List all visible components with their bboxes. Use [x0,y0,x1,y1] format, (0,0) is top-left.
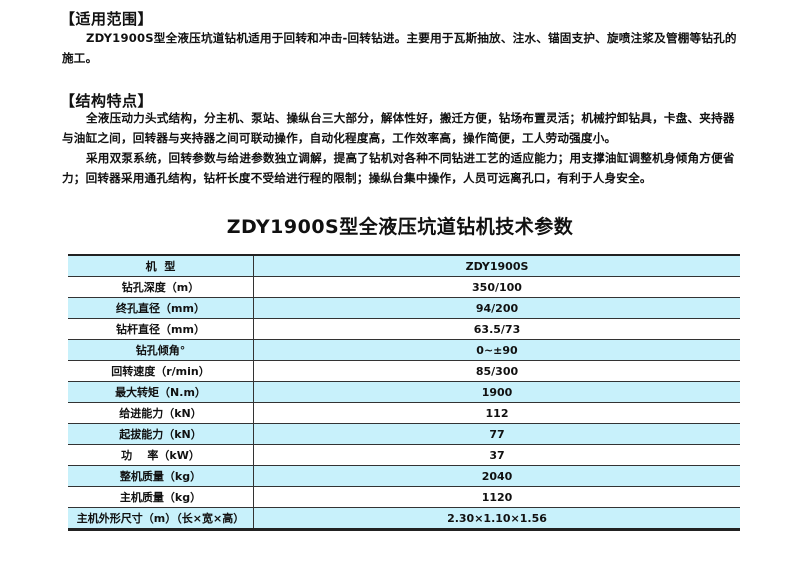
spec-value: 1900 [253,381,740,403]
spec-label: 终孔直径（mm） [68,297,254,319]
spec-row: 主机质量（kg） 1120 [68,486,740,508]
spec-value: 37 [253,444,740,466]
features-paragraph-2: 采用双泵系统，回转参数与给进参数独立调解，提高了钻机对各种不同钻进工艺的适应能力… [62,151,735,185]
spec-value: 85/300 [253,360,740,382]
spec-value: 77 [253,423,740,445]
spec-value: 94/200 [253,297,740,319]
spec-row: 回转速度（r/min） 85/300 [68,360,740,382]
spec-label: 功 率（kW） [68,444,254,466]
spec-value: 2.30×1.10×1.56 [253,507,740,531]
spec-label: 主机外形尺寸（m）（长×宽×高） [68,507,254,531]
spec-value: 1120 [253,486,740,508]
spec-value: 2040 [253,465,740,487]
spec-label: 主机质量（kg） [68,486,254,508]
spec-value: 350/100 [253,276,740,298]
spec-row: 钻杆直径（mm） 63.5/73 [68,318,740,340]
spec-label: 回转速度（r/min） [68,360,254,382]
spec-label: 整机质量（kg） [68,465,254,487]
spec-row: 机 型 ZDY1900S [68,254,740,277]
spec-label: 起拔能力（kN） [68,423,254,445]
section-heading-scope: 【适用范围】 [60,10,154,28]
spec-row: 主机外形尺寸（m）（长×宽×高） 2.30×1.10×1.56 [68,507,740,531]
spec-row: 钻孔深度（m） 350/100 [68,276,740,298]
table-title: ZDY1900S型全液压坑道钻机技术参数 [226,216,574,238]
spec-value: 63.5/73 [253,318,740,340]
spec-label: 最大转矩（N.m） [68,381,254,403]
spec-label: 钻孔深度（m） [68,276,254,298]
spec-label: 机 型 [68,254,254,277]
spec-value: 112 [253,402,740,424]
scope-paragraph: ZDY1900S型全液压坑道钻机适用于回转和冲击-回转钻进。主要用于瓦斯抽放、注… [62,31,737,65]
spec-row: 起拔能力（kN） 77 [68,423,740,445]
spec-label: 给进能力（kN） [68,402,254,424]
spec-row: 整机质量（kg） 2040 [68,465,740,487]
spec-row: 给进能力（kN） 112 [68,402,740,424]
spec-row: 钻孔倾角° 0~±90 [68,339,740,361]
spec-row: 最大转矩（N.m） 1900 [68,381,740,403]
spec-value: 0~±90 [253,339,740,361]
section-heading-features: 【结构特点】 [60,92,154,110]
features-paragraph-1: 全液压动力头式结构，分主机、泵站、操纵台三大部分，解体性好，搬迁方便，钻场布置灵… [62,111,735,145]
spec-label: 钻杆直径（mm） [68,318,254,340]
spec-label: 钻孔倾角° [68,339,254,361]
spec-row: 终孔直径（mm） 94/200 [68,297,740,319]
spec-value: ZDY1900S [253,254,740,277]
spec-table: 机 型 ZDY1900S 钻孔深度（m） 350/100 终孔直径（mm） 94/200 钻… [68,254,740,531]
spec-row: 功 率（kW） 37 [68,444,740,466]
